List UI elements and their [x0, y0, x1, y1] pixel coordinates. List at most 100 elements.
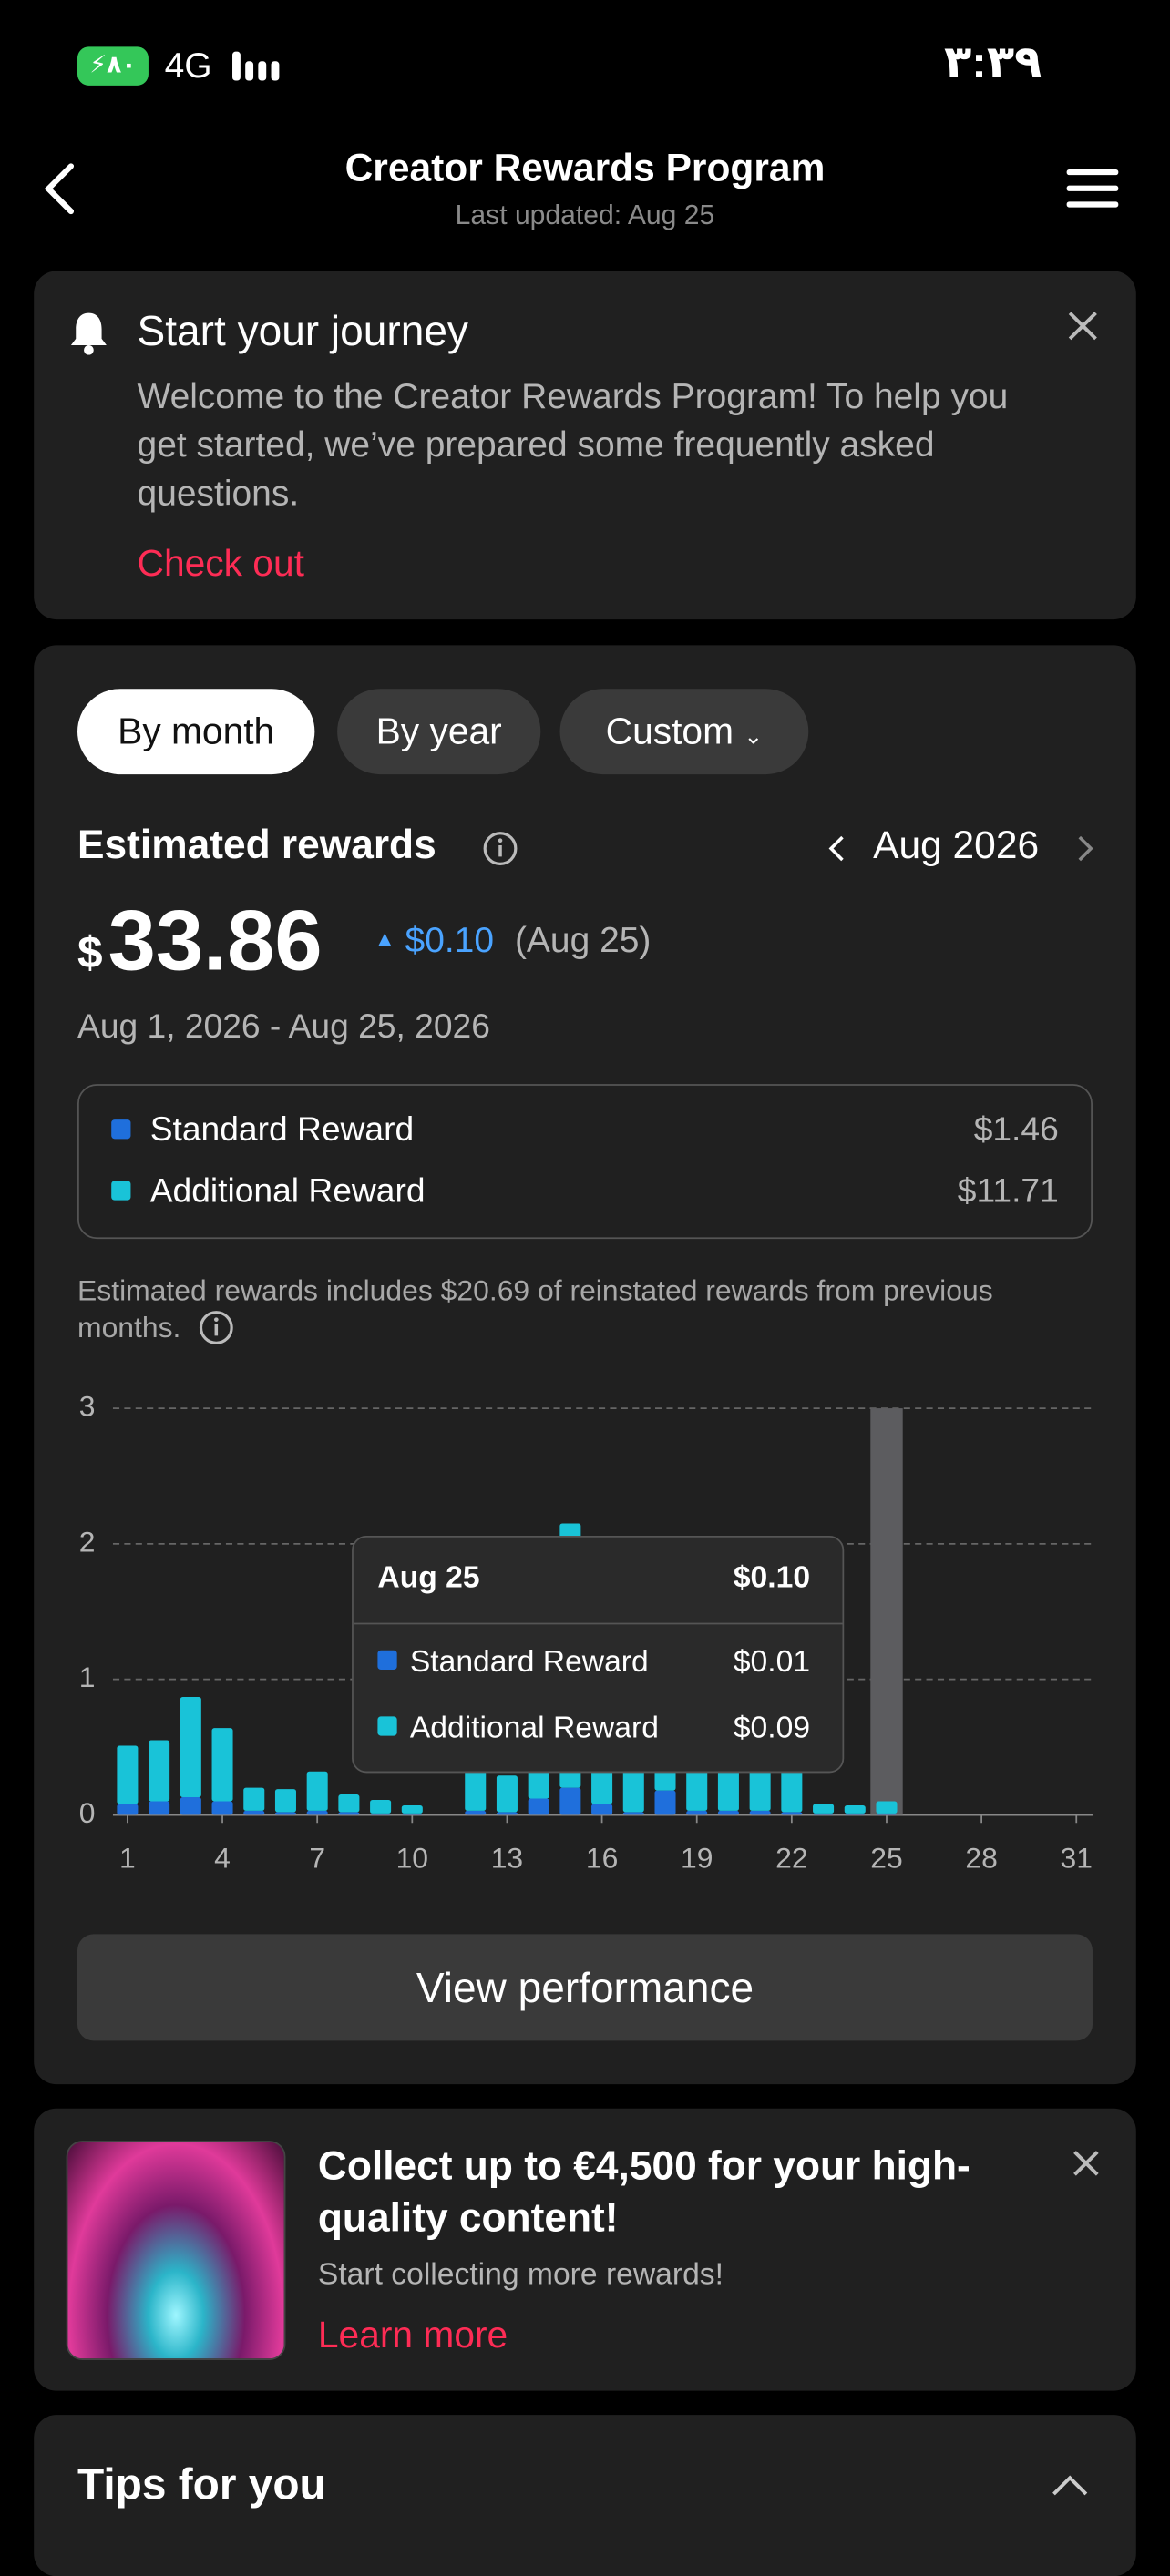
tooltip-name: Standard Reward — [409, 1645, 649, 1680]
x-tick-label: 1 — [119, 1841, 136, 1874]
bar-segment — [117, 1804, 139, 1815]
back-button[interactable] — [39, 161, 81, 216]
tooltip-item: Standard Reward — [377, 1645, 649, 1681]
date-range: Aug 1, 2026 - Aug 25, 2026 — [77, 1007, 490, 1046]
bar-segment — [338, 1794, 360, 1813]
bar-segment — [211, 1801, 233, 1815]
bar-segment — [211, 1728, 233, 1802]
bar-segment — [370, 1800, 392, 1814]
bar-segment — [876, 1801, 898, 1814]
tooltip: Aug 25 $0.10 Standard Reward $0.01 Addit… — [352, 1535, 845, 1774]
divider — [353, 1622, 843, 1625]
tab[interactable]: By year — [337, 689, 541, 775]
bar-segment — [496, 1775, 518, 1813]
prev-period[interactable] — [826, 833, 849, 864]
breakdown-name: Standard Reward — [149, 1111, 415, 1149]
tab[interactable]: By month — [77, 689, 315, 775]
bar-segment — [180, 1696, 201, 1798]
bar-segment — [180, 1797, 201, 1815]
legend-swatch — [377, 1716, 397, 1736]
bar-segment — [844, 1804, 866, 1814]
bell-icon — [70, 312, 107, 355]
tooltip-title: Aug 25 — [377, 1561, 480, 1596]
note: Estimated rewards includes $20.69 of rei… — [77, 1273, 1062, 1346]
x-tick-label: 10 — [396, 1841, 428, 1874]
close-button[interactable] — [1067, 310, 1099, 342]
bar-segment — [781, 1812, 803, 1815]
bar-segment — [654, 1790, 676, 1815]
bar-segment — [149, 1801, 170, 1815]
battery: ⚡٨٠ — [77, 46, 149, 86]
tab[interactable]: Custom ⌄ — [559, 689, 809, 775]
time: ٣:٣٩ — [944, 36, 1042, 87]
info-icon[interactable] — [483, 831, 518, 866]
legend-swatch — [377, 1650, 397, 1670]
bar-segment — [591, 1804, 613, 1815]
close-button[interactable] — [1072, 2149, 1101, 2178]
bar-segment — [274, 1789, 296, 1813]
currency: $ — [77, 927, 103, 978]
collapse-button[interactable] — [1051, 2473, 1090, 2499]
legend-swatch — [111, 1119, 131, 1140]
note-text: Estimated rewards includes $20.69 of rei… — [77, 1274, 993, 1344]
x-tick-label: 25 — [870, 1841, 902, 1874]
y-tick-label: 1 — [79, 1661, 96, 1693]
y-tick-label: 0 — [79, 1796, 96, 1829]
breakdown-name: Additional Reward — [149, 1172, 426, 1211]
battery-level: ٨٠ — [107, 51, 137, 79]
tooltip-value: $0.01 — [733, 1645, 811, 1680]
y-tick-label: 3 — [79, 1390, 96, 1423]
breakdown-amount: $11.71 — [957, 1172, 1059, 1211]
tooltip-item: Additional Reward — [377, 1712, 659, 1747]
y-tick-label: 2 — [79, 1525, 96, 1558]
x-tick-label: 4 — [214, 1841, 231, 1874]
notice-title: Start your journey — [137, 306, 468, 355]
notice-card: Start your journey Welcome to the Creato… — [34, 271, 1136, 620]
total: 33.86 — [108, 894, 323, 989]
page-subtitle: Last updated: Aug 25 — [455, 199, 715, 231]
bar-segment — [338, 1812, 360, 1815]
x-tick-label: 28 — [965, 1841, 997, 1874]
x-tick-label: 19 — [681, 1841, 713, 1874]
promo-link[interactable]: Learn more — [317, 2313, 508, 2356]
notice-body: Welcome to the Creator Rewards Program! … — [137, 375, 1009, 514]
bar-segment — [243, 1810, 265, 1815]
tooltip-total: $0.10 — [733, 1561, 811, 1596]
rewards-heading: Estimated rewards — [77, 823, 436, 868]
tab-label: Custom — [605, 710, 734, 752]
bar-segment — [465, 1810, 487, 1815]
bar-segment — [274, 1812, 296, 1815]
x-tick-label: 31 — [1061, 1841, 1093, 1874]
page-title: Creator Rewards Program — [344, 147, 826, 190]
breakdown-item: Standard Reward — [111, 1111, 414, 1150]
notice-link[interactable]: Check out — [137, 542, 304, 585]
info-icon[interactable] — [199, 1310, 234, 1345]
promo-image — [66, 2141, 286, 2360]
bar-segment — [813, 1804, 835, 1814]
bar-segment — [401, 1804, 423, 1814]
x-tick-label: 13 — [491, 1841, 523, 1874]
next-period[interactable] — [1073, 833, 1096, 864]
bar-segment — [528, 1798, 549, 1815]
bar-segment — [717, 1810, 739, 1815]
bar-segment — [306, 1771, 328, 1811]
promo-body: Start collecting more rewards! — [317, 2258, 724, 2293]
bar-segment — [306, 1810, 328, 1815]
change-value: $0.10 — [405, 919, 495, 960]
view-performance-button[interactable]: View performance — [77, 1934, 1093, 2041]
period: Aug 2026 — [873, 823, 1040, 868]
highlight-band — [870, 1408, 903, 1815]
network: 4G — [164, 45, 212, 86]
bar-segment — [496, 1812, 518, 1815]
change: ▲ $0.10 — [374, 919, 495, 960]
tips-title: Tips for you — [77, 2459, 326, 2509]
promo-card: Collect up to €4,500 for your high-quali… — [34, 2108, 1136, 2391]
menu-button[interactable] — [1065, 166, 1120, 211]
bar-segment — [686, 1810, 708, 1815]
bar-segment — [749, 1810, 771, 1815]
bar-segment — [559, 1787, 581, 1815]
breakdown-amount: $1.46 — [973, 1111, 1059, 1149]
tips-card: Tips for you — [34, 2415, 1136, 2576]
